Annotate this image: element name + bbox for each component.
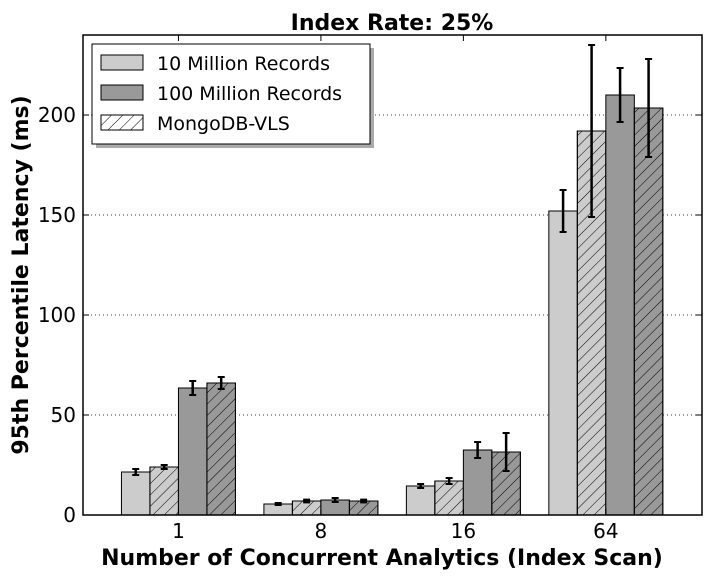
y-tick-label: 100 — [38, 303, 76, 327]
bar — [548, 210, 578, 516]
x-axis-ticks: 1 8 16 64 — [172, 35, 619, 543]
plot-frame — [82, 34, 703, 516]
bar-hatch — [206, 382, 236, 516]
bar-hatch — [633, 107, 664, 516]
legend-swatch-hatch — [100, 114, 144, 131]
x-tick-label: 64 — [593, 519, 618, 543]
legend-label: 100 Million Records — [157, 83, 342, 105]
y-tick-label: 50 — [51, 403, 76, 427]
x-tick-label: 1 — [172, 519, 185, 543]
y-axis-ticks: 0 50 100 150 200 — [38, 103, 702, 527]
y-tick-label: 200 — [38, 103, 76, 127]
bar-hatch — [149, 466, 179, 516]
bar — [120, 471, 151, 516]
legend-label: 10 Million Records — [157, 53, 330, 75]
y-axis-label: 95th Percentile Latency (ms) — [9, 95, 34, 454]
y-tick-label: 0 — [63, 503, 76, 527]
x-tick-label: 8 — [315, 519, 328, 543]
legend-swatch — [100, 54, 144, 71]
y-tick-label: 150 — [38, 203, 76, 227]
bar — [605, 94, 635, 516]
legend: 10 Million Records 100 Million Records Mon… — [91, 43, 374, 148]
bars-group — [120, 44, 664, 516]
bar-hatch — [434, 480, 464, 516]
chart-title: Index Rate: 25% — [291, 11, 494, 36]
legend-label: MongoDB-VLS — [157, 113, 290, 135]
x-tick-label: 16 — [451, 519, 476, 543]
bar — [405, 485, 436, 516]
legend-swatch — [100, 84, 144, 101]
bar — [462, 449, 493, 516]
bar — [177, 387, 208, 516]
x-axis-label: Number of Concurrent Analytics (Index Sc… — [101, 546, 663, 571]
